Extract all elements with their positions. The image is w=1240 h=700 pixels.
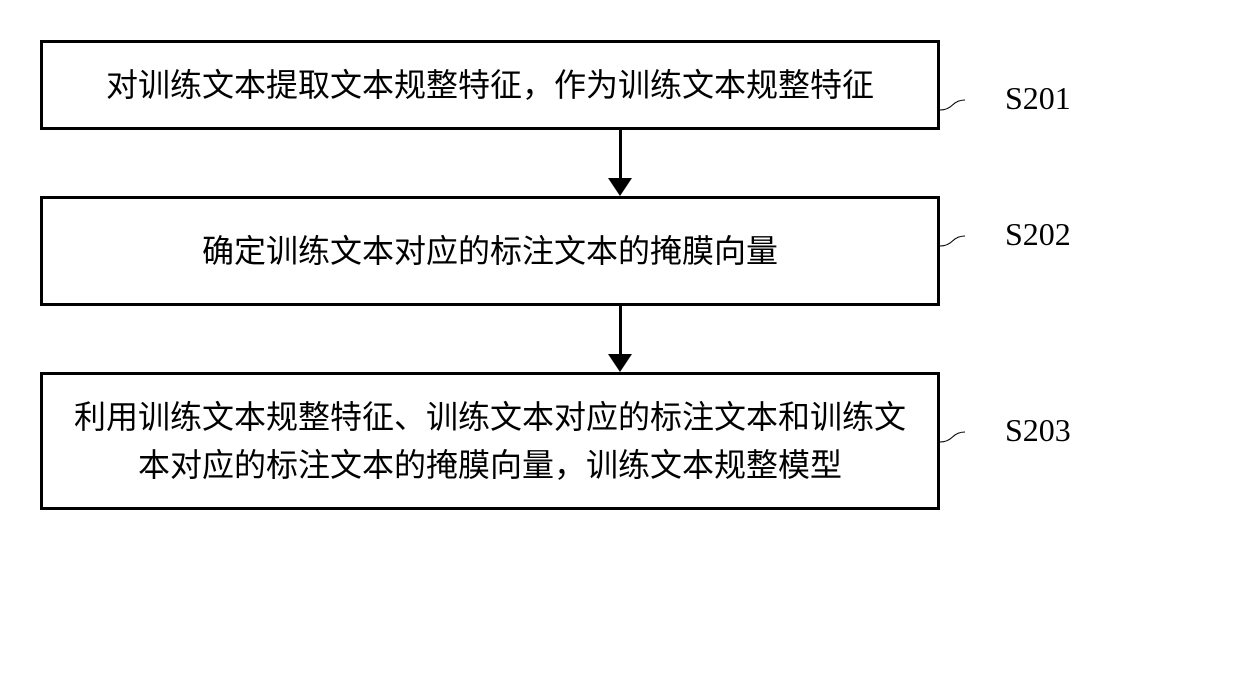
step-label-1: S201: [1005, 80, 1071, 117]
connector-curve-3: [940, 427, 970, 457]
connector-curve-1: [940, 95, 970, 125]
step-label-3: S203: [1005, 412, 1071, 449]
step-wrapper-1: 对训练文本提取文本规整特征，作为训练文本规整特征 S201: [40, 40, 1200, 130]
arrow-head-1: [608, 178, 632, 196]
step-text-1: 对训练文本提取文本规整特征，作为训练文本规整特征: [106, 67, 874, 103]
step-label-2: S202: [1005, 216, 1071, 253]
step-wrapper-3: 利用训练文本规整特征、训练文本对应的标注文本和训练文本对应的标注文本的掩膜向量，…: [40, 372, 1200, 510]
step-box-1: 对训练文本提取文本规整特征，作为训练文本规整特征: [40, 40, 940, 130]
arrow-head-2: [608, 354, 632, 372]
step-text-2: 确定训练文本对应的标注文本的掩膜向量: [202, 233, 778, 269]
arrow-line-1: [619, 130, 622, 180]
arrow-1: [608, 130, 632, 196]
step-box-3: 利用训练文本规整特征、训练文本对应的标注文本和训练文本对应的标注文本的掩膜向量，…: [40, 372, 940, 510]
step-wrapper-2: 确定训练文本对应的标注文本的掩膜向量 S202: [40, 196, 1200, 306]
step-box-2: 确定训练文本对应的标注文本的掩膜向量: [40, 196, 940, 306]
connector-curve-2: [940, 231, 970, 261]
step-text-3: 利用训练文本规整特征、训练文本对应的标注文本和训练文本对应的标注文本的掩膜向量，…: [74, 399, 906, 483]
flowchart-container: 对训练文本提取文本规整特征，作为训练文本规整特征 S201 确定训练文本对应的标…: [40, 40, 1200, 510]
arrow-2: [608, 306, 632, 372]
arrow-line-2: [619, 306, 622, 356]
